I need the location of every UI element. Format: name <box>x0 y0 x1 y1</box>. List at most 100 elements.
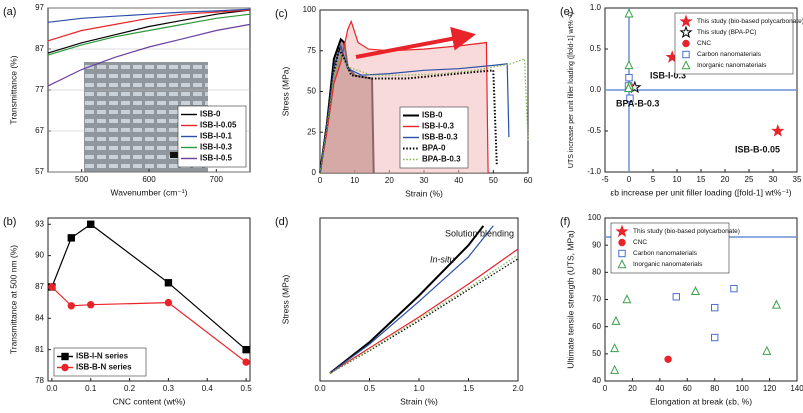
x-tick-label: 10 <box>673 175 682 184</box>
y-tick-label: 87 <box>35 282 44 291</box>
marker <box>242 345 250 354</box>
legend-label: BPA-B-0.3 <box>422 155 461 164</box>
legend-label: BPA-0 <box>422 144 446 153</box>
y-tick-label: 90 <box>35 251 44 260</box>
y-tick-label: 60 <box>592 322 601 331</box>
legend-label: This study (bio-based polycarbonate) <box>697 18 803 25</box>
legend-marker <box>681 60 691 70</box>
annotation: ISB-I-0.3 <box>650 70 686 80</box>
y-axis-label: Transmittance at 500 nm (%) <box>8 245 18 354</box>
marker <box>622 294 632 304</box>
legend-label: Inorganic nanomaterials <box>697 62 767 69</box>
marker <box>624 83 634 93</box>
x-tick-label: 35 <box>793 175 802 184</box>
annotation: Solution blending <box>445 228 514 238</box>
x-tick-label: 1.0 <box>413 384 425 393</box>
x-axis-label: CNC content (wt%) <box>113 396 186 406</box>
marker <box>48 283 56 291</box>
x-tick-label: 80 <box>710 384 719 393</box>
x-tick-label: 2.0 <box>512 384 524 393</box>
legend-label: ISB-I-0.5 <box>200 154 233 163</box>
x-tick-label: 0.5 <box>241 384 253 393</box>
annotation: In-situ <box>430 254 455 264</box>
y-tick-label: 100 <box>303 5 317 14</box>
legend-label: ISB-B-0.3 <box>422 133 458 142</box>
marker <box>771 123 785 137</box>
y-tick-label: 70 <box>592 295 601 304</box>
x-tick-label: 100 <box>735 384 749 393</box>
legend-marker <box>682 39 690 48</box>
y-tick-label: 100 <box>588 213 602 222</box>
marker <box>164 279 173 287</box>
y-tick-label: 25 <box>307 127 316 136</box>
x-tick-label: 0.2 <box>124 384 136 393</box>
x-tick-label: -5 <box>601 175 609 184</box>
x-tick-label: 0.5 <box>364 384 376 393</box>
x-tick-label: 50 <box>489 176 498 185</box>
legend-marker <box>61 363 69 372</box>
y-axis-label: Ultimate tensile strength (UTS, MPa) <box>565 230 575 369</box>
y-tick-label: -1.0 <box>587 167 601 176</box>
y-tick-label: 97 <box>35 3 44 12</box>
marker <box>610 343 620 353</box>
legend-marker <box>615 224 629 238</box>
x-tick-label: 0.4 <box>202 384 214 393</box>
x-tick-label: 20 <box>721 175 730 184</box>
y-tick-label: 0 <box>312 168 317 177</box>
marker <box>67 234 76 242</box>
marker <box>711 333 719 342</box>
marker <box>242 358 250 366</box>
x-tick-label: 60 <box>524 176 533 185</box>
x-axis-label: Wavenumber (cm⁻¹) <box>111 187 188 197</box>
x-tick-label: 30 <box>769 175 778 184</box>
annotation: ISB-B-0.05 <box>735 144 780 154</box>
y-axis-label: Stress (MPa) <box>280 275 290 325</box>
marker <box>625 74 633 82</box>
y-tick-label: 75 <box>307 46 316 55</box>
legend-box <box>53 347 147 377</box>
y-tick-label: 1.0 <box>590 3 602 12</box>
plot-frame <box>47 217 251 382</box>
x-axis-label: Strain (%) <box>400 396 438 406</box>
y-axis-label: Transmittance (%) <box>8 55 18 124</box>
panel-label: (f) <box>560 216 570 228</box>
y-tick-label: 40 <box>592 376 601 385</box>
panel-label: (b) <box>3 216 16 228</box>
marker <box>691 286 701 296</box>
marker <box>711 303 719 312</box>
marker <box>672 293 681 301</box>
x-tick-label: 120 <box>763 384 777 393</box>
legend-marker <box>61 352 69 361</box>
x-axis-label: Elongation at break (εb, %) <box>650 396 752 406</box>
legend-label: CNC <box>697 40 711 47</box>
y-tick-label: 93 <box>35 219 44 228</box>
annotation: BPA-B-0.3 <box>616 98 659 108</box>
legend-label: This study (BPA-PC) <box>697 29 756 36</box>
legend-label: ISB-I-0.1 <box>200 132 233 141</box>
legend-marker <box>682 50 690 59</box>
legend-label: Carbon nanomaterials <box>633 250 698 257</box>
marker <box>771 299 781 309</box>
x-tick-label: 30 <box>420 176 429 185</box>
y-axis-label: Stress (MPa) <box>280 67 290 117</box>
x-tick-label: 0.0 <box>314 384 326 393</box>
x-tick-label: 10 <box>350 176 359 185</box>
line <box>47 23 251 87</box>
marker <box>87 220 95 228</box>
x-tick-label: 0 <box>603 384 608 393</box>
x-tick-label: 0.3 <box>163 384 175 393</box>
line <box>319 54 529 174</box>
x-tick-label: 5 <box>651 175 656 184</box>
line <box>51 223 247 351</box>
panel-label: (c) <box>275 8 288 20</box>
panel-label: (a) <box>3 6 16 18</box>
legend-marker <box>618 238 626 247</box>
x-tick-label: 25 <box>745 175 754 184</box>
line <box>329 248 519 374</box>
y-tick-label: 0.5 <box>590 44 602 53</box>
line <box>47 8 251 23</box>
marker <box>730 284 738 293</box>
marker <box>610 364 620 374</box>
marker <box>762 345 772 355</box>
x-tick-label: 0.1 <box>85 384 97 393</box>
